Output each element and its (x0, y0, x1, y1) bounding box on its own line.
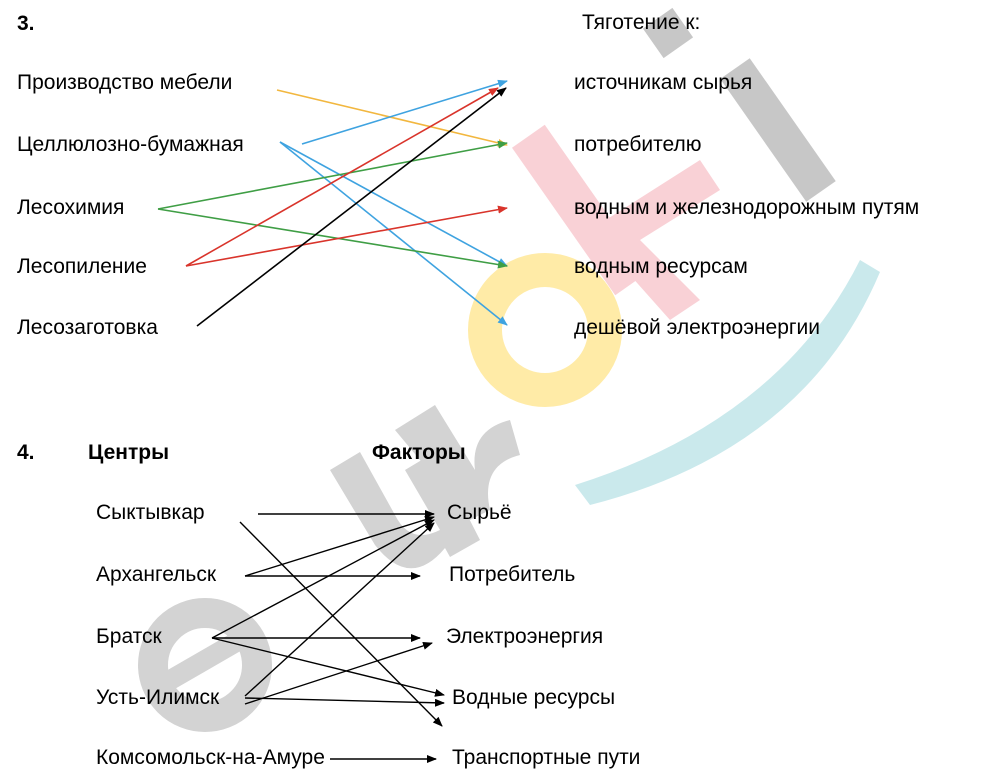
watermark-i (720, 58, 836, 202)
center-komsomolsk: Комсомольск-на-Амуре (96, 746, 325, 769)
arrow-bratsk-water (211, 637, 445, 697)
arrow-ustilimsk-energy (244, 641, 433, 705)
arrow-chem-consumer (157, 140, 508, 210)
task3-right-energy: дешёвой электроэнергии (574, 316, 821, 339)
task3-header: Тяготение к: (582, 11, 701, 34)
arrow-logging-raw (196, 87, 507, 327)
task3-left-saw: Лесопиление (17, 255, 147, 278)
arrow-arkhangelsk-raw (244, 515, 435, 577)
task4-number: 4. (17, 441, 35, 464)
factor-energy: Электроэнергия (446, 625, 604, 648)
center-ust-ilimsk: Усть-Илимск (96, 686, 220, 709)
watermark-r (395, 405, 520, 520)
arrow-furniture-consumer (276, 89, 508, 147)
arrow-pulp-raw (301, 79, 508, 145)
factor-water: Водные ресурсы (452, 686, 616, 709)
factor-transport: Транспортные пути (452, 746, 641, 769)
task3-left-furniture: Производство мебели (17, 71, 233, 94)
arrow-syktyvkar-transport (239, 521, 443, 727)
task3-left-chem: Лесохимия (17, 196, 125, 219)
task3-number: 3. (17, 12, 35, 35)
task4-centers-header: Центры (88, 441, 170, 464)
watermark-o (468, 253, 622, 407)
arrow-saw-transport (185, 205, 508, 267)
task3-right-raw: источникам сырья (574, 71, 753, 94)
watermark-u (330, 452, 480, 569)
arrow-pulp-energy (279, 141, 508, 326)
arrow-pulp-water (279, 141, 508, 267)
task3-left-pulp: Целлюлозно-бумажная (17, 133, 244, 156)
arrow-chem-water (157, 208, 508, 269)
arrow-ustilimsk-raw (244, 522, 435, 697)
center-arkhangelsk: Архангельск (96, 563, 217, 586)
factor-raw: Сырьё (447, 501, 512, 524)
center-syktyvkar: Сыктывкар (96, 501, 205, 524)
task3-left-logging: Лесозаготовка (17, 316, 158, 339)
watermark-e (138, 598, 272, 732)
task3-right-water: водным ресурсам (574, 255, 748, 278)
arrow-ustilimsk-water (244, 697, 445, 707)
arrow-saw-raw (185, 87, 499, 267)
center-bratsk: Братск (96, 625, 162, 648)
task3-right-consumer: потребителю (574, 133, 702, 156)
factor-consumer: Потребитель (449, 563, 576, 586)
task3-right-transport: водным и железнодорожным путям (574, 196, 920, 219)
watermark-swoosh (575, 260, 880, 505)
arrow-bratsk-raw (211, 519, 435, 639)
task4-factors-header: Факторы (372, 441, 466, 464)
